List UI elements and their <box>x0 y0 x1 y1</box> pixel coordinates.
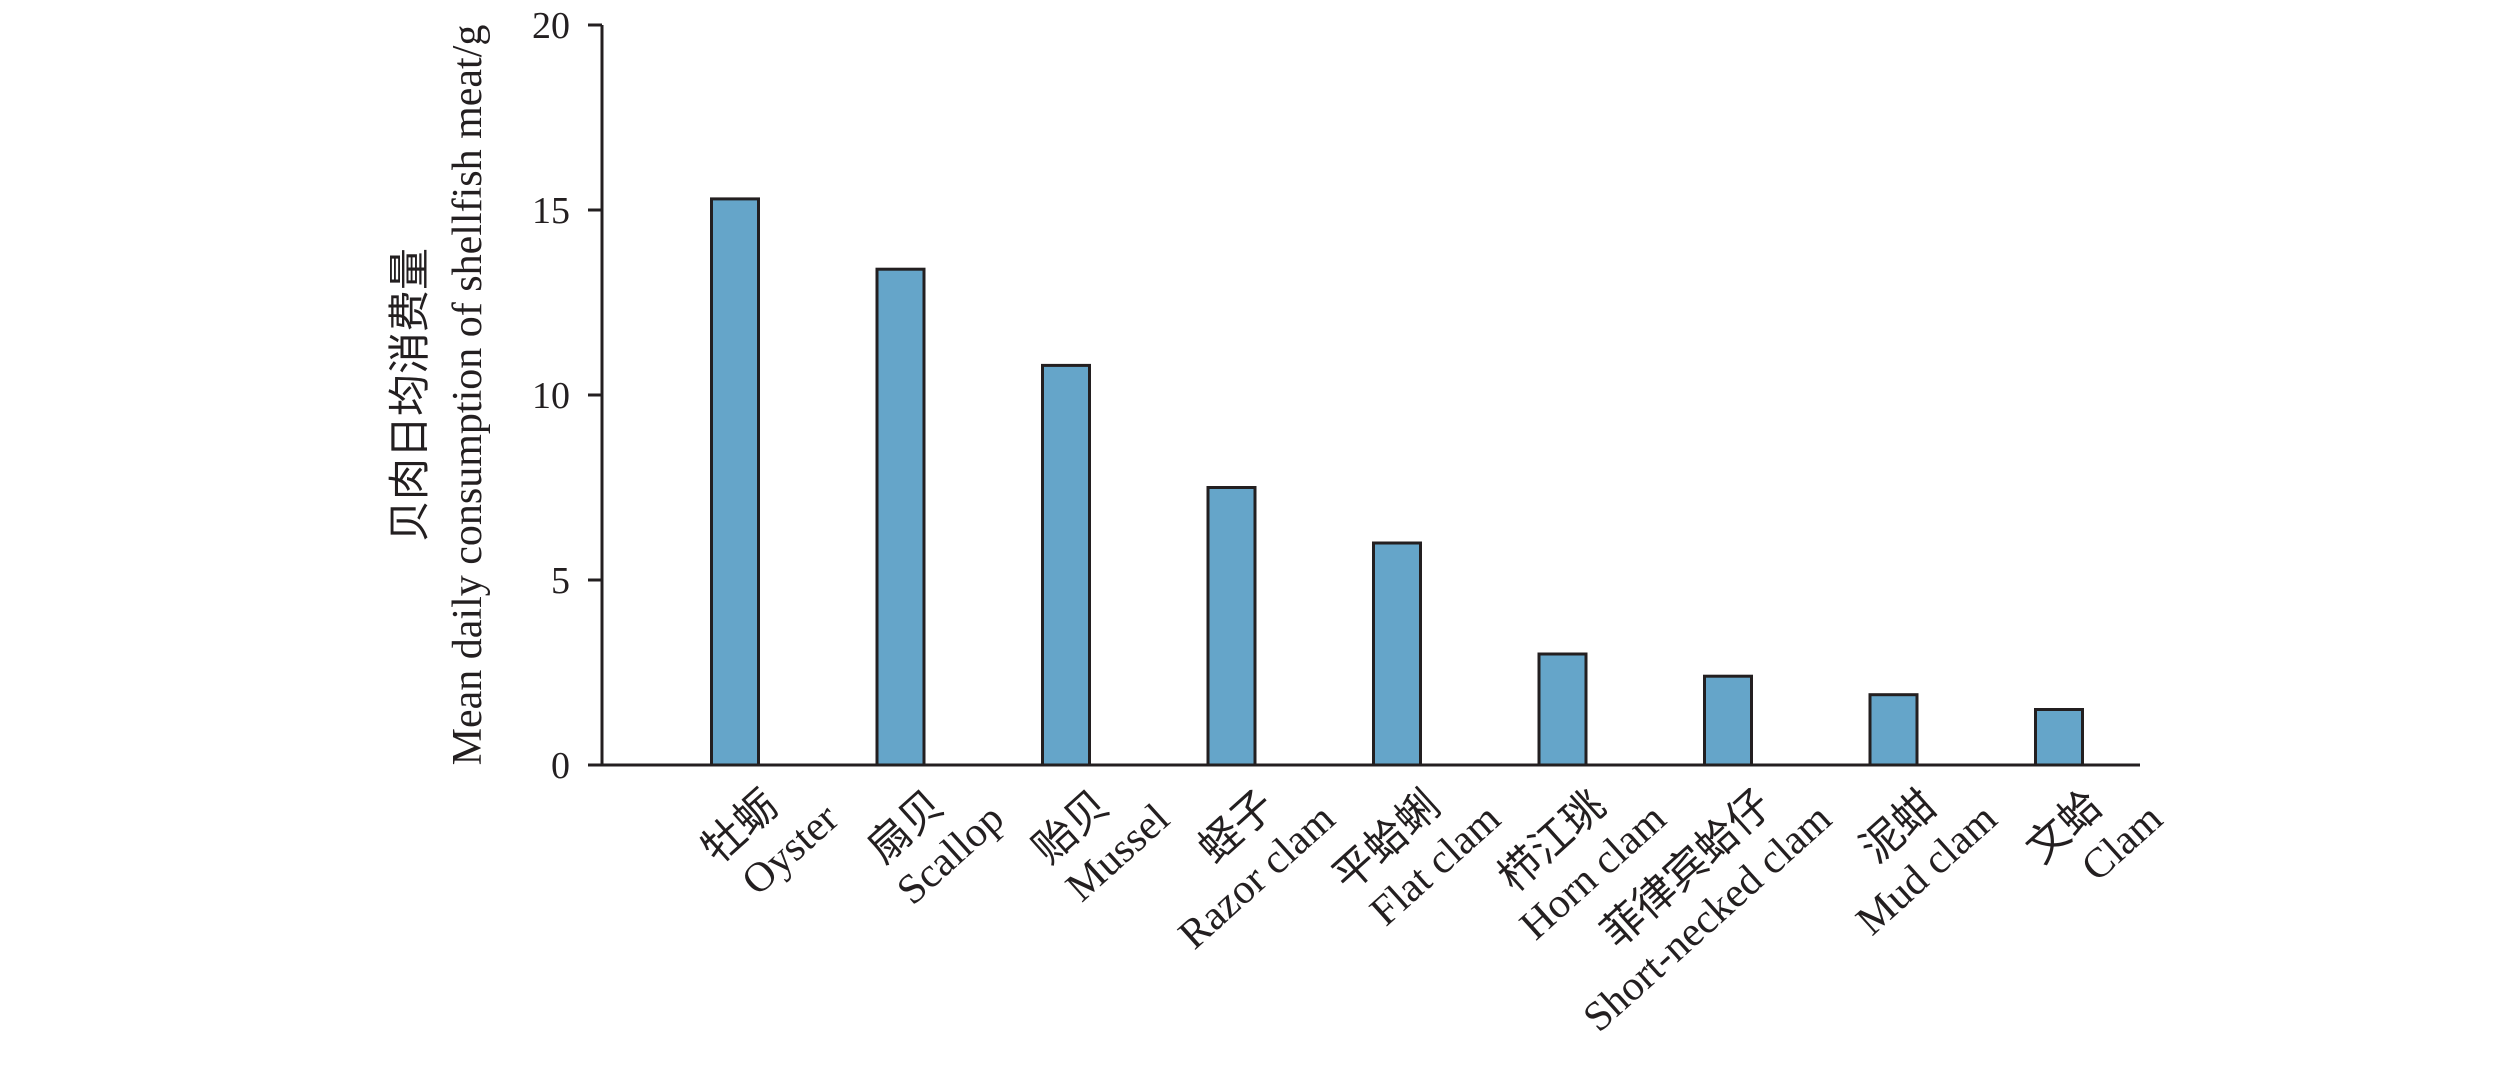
bar-flat-clam <box>1372 541 1422 767</box>
y-tick-label: 10 <box>532 375 570 417</box>
bar-mud-clam <box>1868 693 1919 767</box>
bars-group <box>710 197 2084 767</box>
bar-horn-clam <box>1537 652 1588 767</box>
bar-scallop <box>875 267 926 767</box>
y-axis-title-cn: 贝肉日均消费量 <box>388 248 434 542</box>
y-tick-label: 20 <box>532 5 570 47</box>
bar-short-necked-clam <box>1703 674 1753 767</box>
y-tick-label: 15 <box>532 190 570 232</box>
bar-razor-clam <box>1206 486 1257 767</box>
y-ticks: 0 5 10 15 20 <box>532 5 602 787</box>
y-axis-title: 贝肉日均消费量 Mean daily consumption of shellf… <box>388 25 491 766</box>
y-axis-title-en: Mean daily consumption of shellfish meat… <box>445 25 491 766</box>
y-tick-label: 0 <box>551 745 570 787</box>
bar-oyster <box>710 197 760 767</box>
bar-clam <box>2034 708 2084 767</box>
bar-mussel <box>1041 363 1091 767</box>
y-tick-label: 5 <box>551 560 570 602</box>
